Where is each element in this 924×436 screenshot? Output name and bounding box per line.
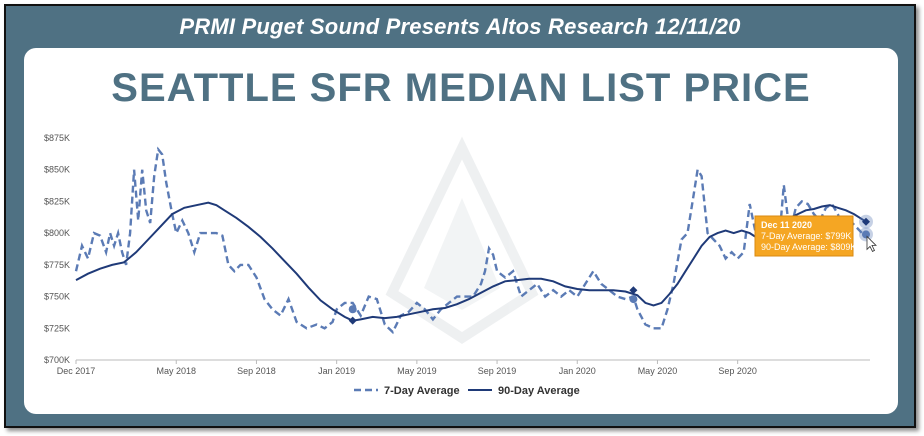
x-tick-label: May 2018: [156, 366, 196, 376]
marker-7-day: [348, 305, 357, 314]
hover-point-7-day: [861, 230, 870, 239]
cursor-icon: [866, 235, 877, 252]
tooltip-box: [754, 215, 854, 257]
series-line-7-day-average: [74, 146, 867, 335]
y-tick-label: $700K: [44, 355, 70, 365]
y-tick-label: $875K: [44, 133, 70, 143]
x-tick-label: May 2019: [397, 366, 437, 376]
legend-label-90-day: 90-Day Average: [498, 385, 580, 397]
x-tick-label: Sep 2018: [237, 366, 276, 376]
y-tick-label: $850K: [44, 165, 70, 175]
y-tick-label: $825K: [44, 196, 70, 206]
x-tick-label: Sep 2020: [718, 366, 757, 376]
x-tick-label: Jan 2020: [559, 366, 596, 376]
x-tick-label: Sep 2019: [478, 366, 517, 376]
marker-90-day: [348, 316, 357, 325]
watermark-logo-icon: [385, 136, 539, 344]
tooltip-line-90-day: 90-Day Average: $809K: [761, 242, 856, 252]
chart-card: SEATTLE SFR MEDIAN LIST PRICE $700K $725K…: [24, 48, 898, 414]
y-tick-label: $750K: [44, 292, 70, 302]
line-chart[interactable]: $700K $725K $750K $775K $800K $825K $850K $875K…: [24, 48, 898, 414]
chart-title: SEATTLE SFR MEDIAN LIST PRICE: [111, 66, 811, 110]
watermark-inner: [424, 198, 500, 310]
y-tick-label: $725K: [44, 323, 70, 333]
y-tick-label: $800K: [44, 228, 70, 238]
tooltip-date: Dec 11 2020: [761, 220, 812, 230]
x-tick-label: Dec 2017: [57, 366, 96, 376]
frame: PRMI Puget Sound Presents Altos Research…: [4, 4, 916, 428]
hover-point-90-day: [861, 217, 870, 226]
x-tick-label: May 2020: [638, 366, 678, 376]
legend: 7-Day Average 90-Day Average: [354, 385, 580, 397]
marker-90-day: [629, 286, 638, 295]
y-tick-label: $775K: [44, 260, 70, 270]
marker-7-day: [629, 295, 638, 304]
x-tick-label: Jan 2019: [318, 366, 355, 376]
watermark-outline: [385, 136, 539, 344]
legend-label-7-day: 7-Day Average: [384, 385, 460, 397]
tooltip-line-7-day: 7-Day Average: $799K: [761, 231, 851, 241]
banner-title: PRMI Puget Sound Presents Altos Research…: [179, 14, 741, 39]
